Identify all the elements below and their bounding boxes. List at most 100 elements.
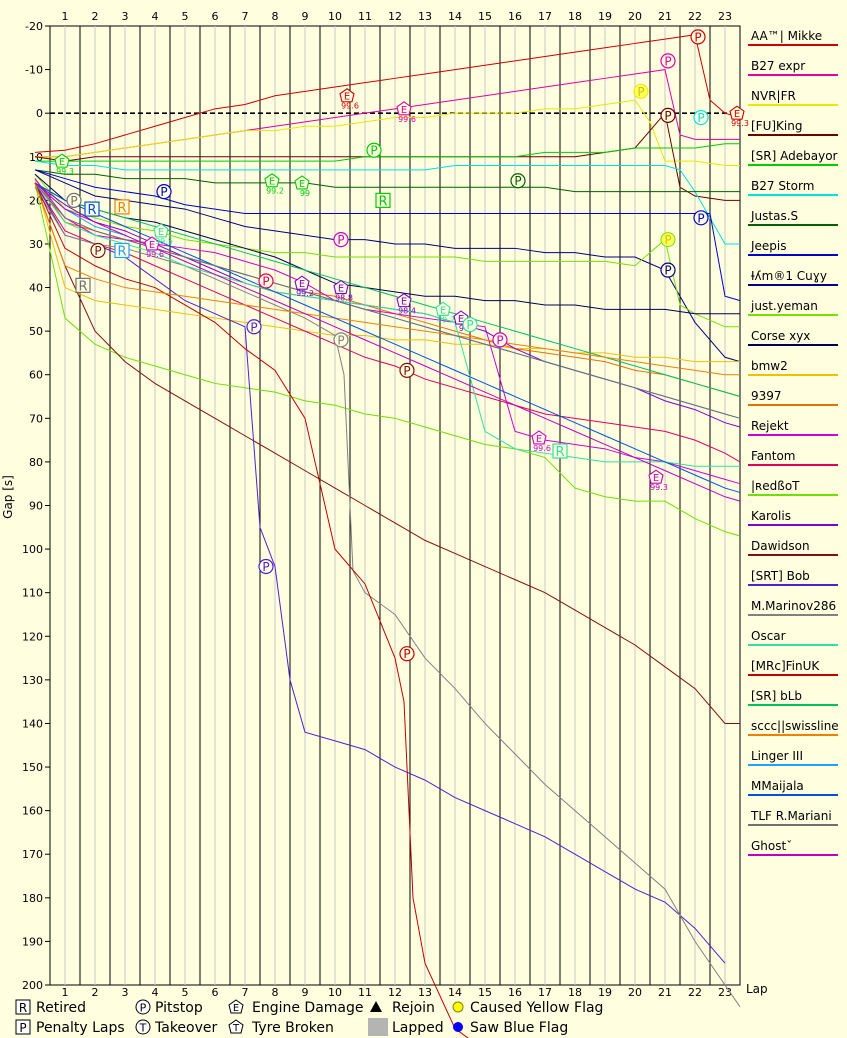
legend-entry-label: Jeepis bbox=[750, 239, 787, 253]
y-tick-label: 0 bbox=[36, 107, 43, 120]
x-tick-label: 14 bbox=[448, 10, 462, 23]
legend-symbol bbox=[228, 999, 244, 1014]
engine-damage-marker bbox=[333, 279, 349, 295]
x-tick-label: 1 bbox=[62, 10, 69, 23]
pitstop-marker-letter: P bbox=[664, 54, 671, 68]
engine-damage-value: 99.6 bbox=[533, 444, 551, 453]
y-tick-label: 140 bbox=[22, 717, 43, 730]
engine-damage-value: 99.2 bbox=[437, 315, 455, 324]
pitstop-marker-letter: P bbox=[403, 647, 410, 661]
y-axis-label: Gap [s] bbox=[1, 475, 15, 519]
y-tick-label: 130 bbox=[22, 674, 43, 687]
retired-marker-letter: R bbox=[117, 244, 126, 259]
pitstop-marker-letter: P bbox=[262, 560, 269, 574]
engine-damage-marker-letter: E bbox=[299, 179, 305, 190]
legend-symbol-letter: R bbox=[19, 1001, 27, 1015]
y-tick-label: 160 bbox=[22, 805, 43, 818]
engine-damage-marker bbox=[396, 101, 412, 116]
engine-damage-marker-letter: E bbox=[269, 177, 275, 188]
x-tick-label: 15 bbox=[478, 10, 492, 23]
x-tick-label: 4 bbox=[152, 986, 159, 999]
x-tick-label: 7 bbox=[242, 986, 249, 999]
legend-symbol-letter: E bbox=[233, 1003, 239, 1014]
engine-damage-marker bbox=[396, 292, 412, 308]
series-line bbox=[34, 182, 726, 964]
y-tick-label: 110 bbox=[22, 587, 43, 600]
engine-damage-marker bbox=[264, 173, 280, 188]
series-line bbox=[34, 182, 469, 1038]
engine-damage-value: 99.6 bbox=[341, 102, 359, 111]
series-line bbox=[34, 34, 741, 153]
legend-entry-label: Fantom bbox=[751, 449, 796, 463]
engine-damage-marker-letter: E bbox=[338, 284, 344, 295]
series-line bbox=[34, 178, 741, 485]
y-tick-label: 70 bbox=[29, 412, 43, 425]
engine-damage-marker-letter: E bbox=[344, 92, 350, 103]
legend-entry-label: Corse xyx bbox=[751, 329, 810, 343]
pitstop-marker-letter: P bbox=[496, 333, 503, 347]
engine-damage-marker bbox=[531, 430, 547, 445]
x-tick-label: 7 bbox=[242, 10, 249, 23]
pitstop-marker-letter: P bbox=[664, 264, 671, 278]
x-tick-label: 8 bbox=[272, 10, 279, 23]
legend-symbol bbox=[135, 999, 151, 1015]
engine-damage-marker-letter: E bbox=[653, 473, 659, 484]
legend-entry-label: Ghostˇ bbox=[751, 839, 792, 853]
pitstop-marker bbox=[399, 646, 415, 662]
legend-symbol bbox=[453, 1022, 463, 1032]
y-tick-label: 190 bbox=[22, 935, 43, 948]
yellow-flag-marker bbox=[660, 232, 676, 248]
x-tick-label: 2 bbox=[92, 986, 99, 999]
y-tick-label: 90 bbox=[29, 500, 43, 513]
legend-entry-label: [SR] bLb bbox=[751, 689, 802, 703]
legend-entry-label: AA™| Mikke bbox=[751, 29, 822, 43]
engine-damage-marker bbox=[294, 275, 310, 290]
legend-entry-label: Linger III bbox=[751, 749, 803, 763]
pitstop-marker-letter: P bbox=[160, 185, 167, 199]
engine-damage-value: 99.2 bbox=[266, 187, 284, 196]
retired-marker-letter: R bbox=[87, 203, 96, 218]
series-line bbox=[34, 178, 740, 363]
yellow-flag-marker-letter: P bbox=[637, 85, 644, 99]
x-tick-label: 17 bbox=[538, 986, 552, 999]
x-tick-label: 11 bbox=[358, 10, 372, 23]
retired-marker bbox=[114, 199, 130, 215]
x-tick-label: 10 bbox=[328, 10, 342, 23]
pitstop-marker-letter: P bbox=[370, 144, 377, 158]
engine-damage-marker-letter: E bbox=[536, 434, 542, 445]
legend-bottom: R Retired P Pitstop E Engine Damage Rejoin Caus… bbox=[15, 999, 603, 1036]
legend-symbol bbox=[370, 1001, 382, 1012]
engine-damage-value: 99.5 bbox=[155, 237, 173, 246]
engine-damage-marker bbox=[339, 88, 355, 103]
retired-marker-letter: R bbox=[78, 279, 87, 294]
engine-damage-marker bbox=[153, 223, 169, 238]
legend-bottom-label: Penalty Laps bbox=[36, 1020, 125, 1036]
engine-damage-value: 99.6 bbox=[398, 115, 416, 124]
series-line bbox=[34, 182, 741, 537]
pitstop-marker bbox=[90, 242, 106, 259]
x-tick-label: 21 bbox=[658, 10, 672, 23]
x-axis-label: Lap bbox=[746, 982, 768, 996]
legend: AA™| Mikke B27 expr NVR|FR [FU]King [SR] Ade… bbox=[748, 29, 839, 856]
x-tick-label: 13 bbox=[418, 986, 432, 999]
legend-symbol bbox=[452, 1001, 464, 1013]
y-tick-label: 60 bbox=[29, 369, 43, 382]
y-tick-label: 150 bbox=[22, 761, 43, 774]
pitstop-marker bbox=[660, 262, 676, 278]
legend-bottom-label: Retired bbox=[36, 1000, 86, 1016]
legend-bottom-label: Engine Damage bbox=[252, 1000, 364, 1016]
x-tick-label: 9 bbox=[302, 10, 309, 23]
x-tick-label: 20 bbox=[628, 986, 642, 999]
legend-symbol-letter: T bbox=[232, 1023, 240, 1034]
legend-entry-label: TLF R.Mariani bbox=[750, 809, 832, 823]
x-tick-label: 19 bbox=[598, 986, 612, 999]
series-line bbox=[34, 173, 740, 315]
engine-damage-value: 99.2 bbox=[296, 289, 314, 298]
y-axis: -20-100102030405060708090100110120130140… bbox=[22, 20, 50, 992]
pitstop-marker bbox=[693, 210, 709, 226]
pitstop-marker bbox=[258, 558, 274, 575]
x-tick-label: 3 bbox=[122, 10, 129, 23]
pitstop-marker bbox=[333, 231, 349, 248]
x-tick-label: 5 bbox=[182, 10, 189, 23]
legend-entry-label: M.Marinov286 bbox=[751, 599, 836, 613]
